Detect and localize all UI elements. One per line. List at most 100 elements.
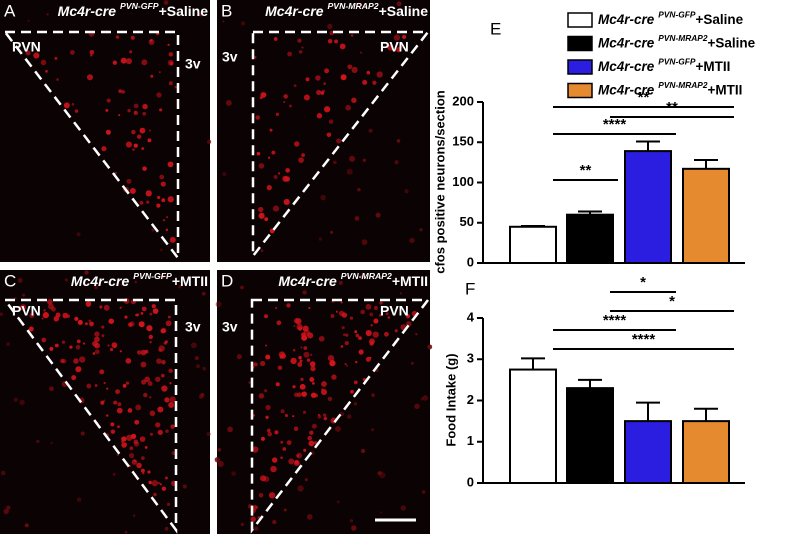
pvn-outline <box>251 30 431 260</box>
y-tick-label: 50 <box>460 214 474 229</box>
cell <box>125 58 132 65</box>
cell <box>162 218 166 222</box>
cell <box>47 299 53 305</box>
cell <box>313 442 317 445</box>
cell <box>79 356 86 363</box>
cell <box>33 52 40 59</box>
cell <box>120 57 127 64</box>
cell <box>323 106 331 113</box>
cell <box>427 344 433 350</box>
cell <box>369 338 375 345</box>
cell <box>143 392 148 398</box>
cell <box>112 60 117 65</box>
cell <box>265 344 268 347</box>
cell <box>146 325 153 332</box>
cell <box>338 310 345 317</box>
cell <box>283 100 286 104</box>
cell <box>395 47 402 53</box>
cell <box>268 492 276 499</box>
cell <box>168 81 173 86</box>
cell <box>277 365 283 371</box>
cell <box>308 440 315 447</box>
cell <box>155 422 161 428</box>
treatment: +Saline <box>695 12 743 27</box>
cell <box>331 374 337 380</box>
cell <box>329 360 336 367</box>
cell <box>169 236 176 243</box>
cell <box>86 74 94 81</box>
gene: Mc4r-cre <box>58 3 117 19</box>
cell <box>293 324 296 328</box>
cell <box>142 166 147 171</box>
cell <box>344 340 349 346</box>
cell <box>51 306 56 312</box>
cell <box>258 393 265 399</box>
cell <box>161 359 166 365</box>
cell <box>105 414 109 417</box>
cell <box>167 43 170 46</box>
cell <box>127 408 133 413</box>
cell <box>19 399 25 406</box>
cell <box>198 13 203 17</box>
cell <box>354 330 358 334</box>
cell <box>160 373 165 378</box>
cell <box>69 50 75 55</box>
cell <box>101 325 105 329</box>
cell <box>141 306 147 312</box>
cell <box>125 141 133 148</box>
gene: Mc4r-cre <box>265 3 324 19</box>
cell <box>17 277 23 283</box>
micrograph <box>0 0 210 262</box>
cell <box>148 334 153 340</box>
cell <box>394 160 399 165</box>
cell <box>106 387 109 390</box>
cell <box>77 319 83 325</box>
cell <box>149 396 152 399</box>
cell <box>335 310 338 313</box>
significance-label: * <box>669 293 675 310</box>
cell <box>125 381 130 385</box>
cell <box>64 278 68 282</box>
cell <box>293 317 300 324</box>
cell <box>148 39 155 45</box>
cell <box>372 80 377 85</box>
cell <box>128 322 133 327</box>
cell <box>124 442 128 445</box>
cell <box>36 439 40 444</box>
significance-label: * <box>640 274 646 291</box>
cell <box>320 388 328 396</box>
cell <box>260 436 265 441</box>
cell <box>29 312 35 319</box>
cell <box>265 415 269 420</box>
cell <box>136 462 142 469</box>
cell <box>293 426 299 432</box>
cell <box>299 359 303 363</box>
cell <box>302 410 307 414</box>
treatment: +Saline <box>159 3 209 19</box>
cell <box>327 23 333 30</box>
cell <box>25 50 31 56</box>
cell <box>94 349 100 355</box>
cell <box>151 479 158 487</box>
cell <box>313 393 319 398</box>
cell <box>368 128 373 133</box>
cell <box>321 381 327 387</box>
cell <box>134 313 138 317</box>
significance-label: ** <box>580 162 592 179</box>
cell <box>279 355 284 359</box>
cell <box>129 446 134 451</box>
cell <box>303 346 308 350</box>
cell <box>24 523 29 528</box>
cell <box>119 350 122 353</box>
cell <box>94 384 98 387</box>
cell <box>206 431 211 437</box>
cell <box>101 334 105 338</box>
cell <box>358 336 362 340</box>
gene: Mc4r-cre <box>598 35 655 50</box>
cell <box>94 336 100 343</box>
cell <box>365 330 372 337</box>
cell <box>71 103 75 106</box>
y-tick-label: 2 <box>467 392 474 407</box>
cell <box>318 335 325 342</box>
y-tick-label: 1 <box>467 433 474 448</box>
